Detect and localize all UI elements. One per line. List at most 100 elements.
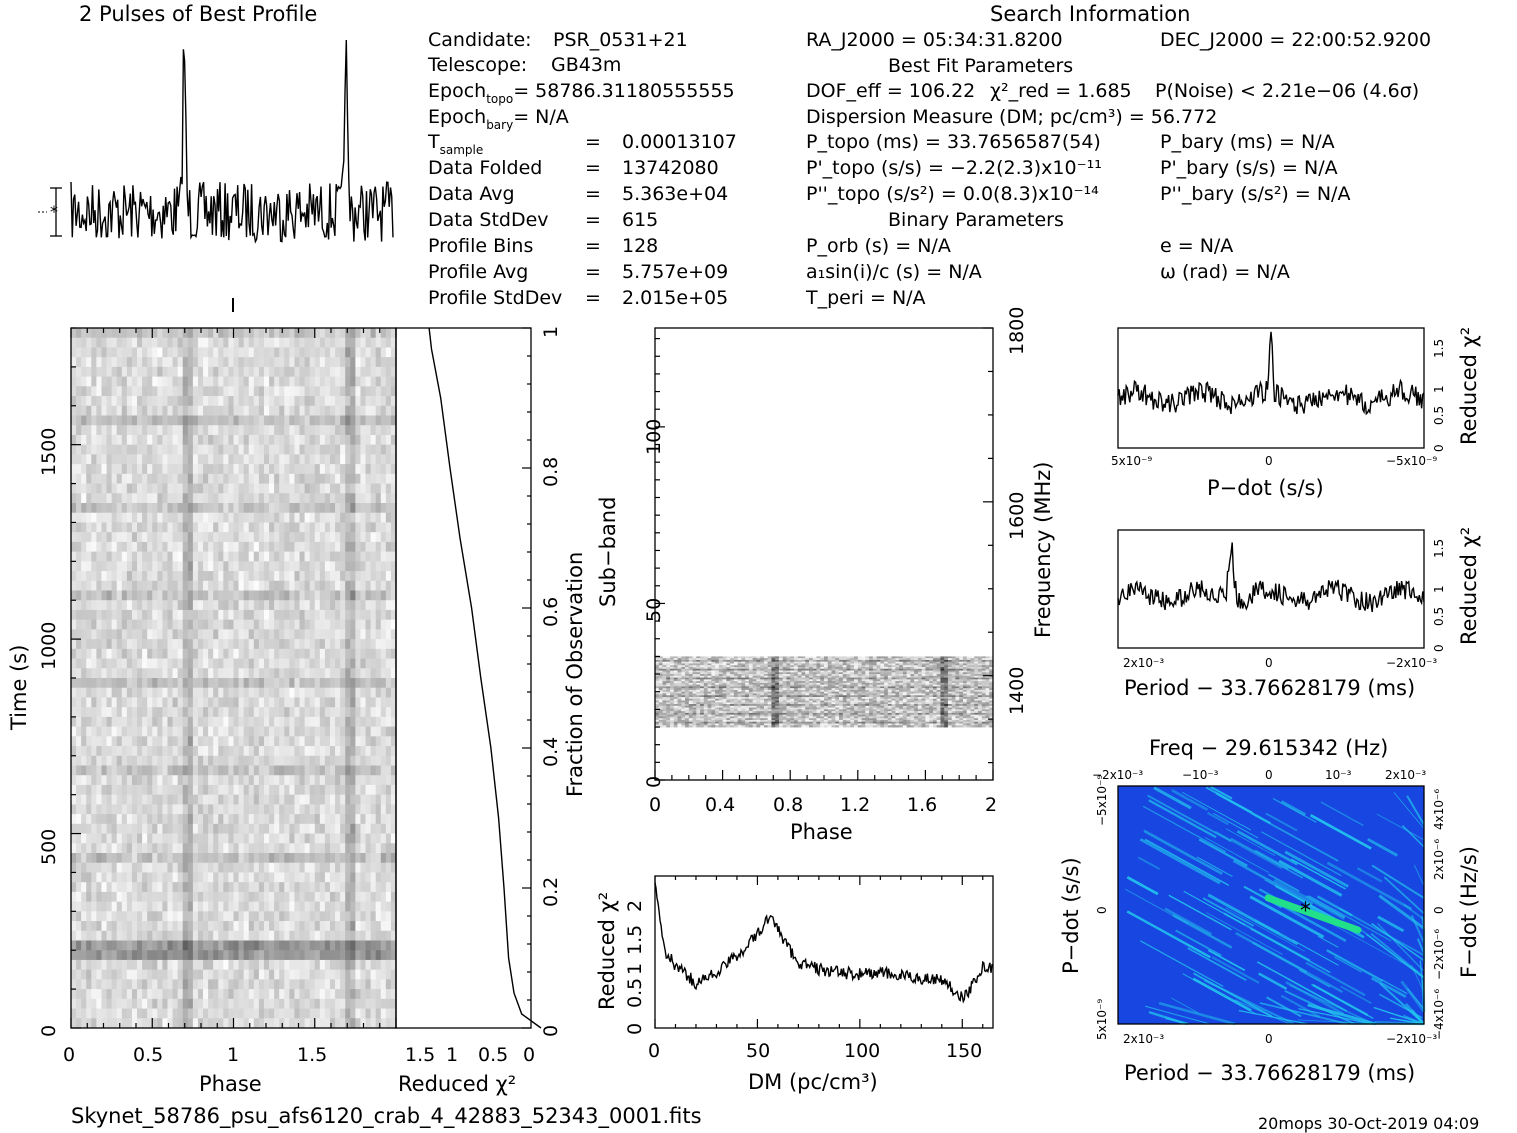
candidate-value: PSR_0531+21: [553, 29, 688, 51]
dm-frame: [654, 875, 994, 1029]
map-xtick-1: 0: [1265, 1032, 1273, 1046]
best-fit-marker: *: [1300, 899, 1311, 924]
map-y2tick-3: 2x10⁻⁶: [1432, 839, 1446, 880]
dm-xtick-0: 0: [648, 1040, 660, 1062]
tc-xtick-1: 1: [446, 1044, 458, 1066]
sb-ytick-2: 100: [643, 419, 665, 455]
dm-ytick-1: 0.5: [624, 978, 646, 1008]
pd-ytick-0: 0: [1432, 444, 1446, 452]
map-ytick-0: 5x10⁻⁹: [1095, 999, 1109, 1040]
period-chi2-line: [1117, 542, 1425, 613]
svg-text:=: =: [585, 183, 601, 205]
tsample-value: 0.00013107: [622, 131, 737, 153]
pp-ytick-3: 1.5: [1432, 539, 1446, 558]
pp-ylabel: Reduced χ²: [1457, 527, 1481, 645]
pp-ytick-2: 1: [1432, 585, 1446, 593]
best-fit-title: Best Fit Parameters: [888, 55, 1073, 77]
dof-text: DOF_eff = 106.22: [806, 80, 975, 102]
data-folded-label: Data Folded: [428, 157, 542, 179]
subband-phase-plot: 0 0.4 0.8 1.2 1.6 2 Phase 0 50 100 Sub−b…: [596, 307, 1055, 844]
tc-ytick-0: 0: [540, 1025, 562, 1037]
map-xlabel: Period − 33.76628179 (ms): [1124, 1061, 1415, 1085]
profile-stddev-label: Profile StdDev: [428, 287, 562, 309]
p-noise-text: P(Noise) < 2.21e−06 (4.6σ): [1155, 80, 1419, 102]
data-stddev-label: Data StdDev: [428, 209, 549, 231]
dm-ytick-2: 1: [624, 963, 646, 975]
tp-xtick-0: 0: [63, 1044, 75, 1066]
dm-ylabel: Reduced χ²: [595, 892, 619, 1010]
sb-ytick-1: 50: [643, 598, 665, 622]
dm-xtick-1: 50: [746, 1040, 770, 1062]
footer-stamp: 20mops 30-Oct-2019 04:09: [1258, 1114, 1479, 1133]
epoch-bary-label: Epochbary= N/A: [428, 106, 569, 132]
sb-xtick-0: 0: [649, 794, 661, 816]
p-topo-text: P_topo (ms) = 33.7656587(54): [806, 131, 1101, 153]
time-chi2-line: [428, 327, 542, 1029]
pdot-chi2-plot: 5x10⁻⁹ 0 −5x10⁻⁹ P−dot (s/s) 0 0.5 1 1.5…: [1111, 327, 1481, 500]
pd-ytick-2: 1: [1432, 385, 1446, 393]
p-bary-text: P_bary (ms) = N/A: [1160, 131, 1335, 153]
map-y2label: F−dot (Hz/s): [1457, 846, 1481, 978]
profile-title: 2 Pulses of Best Profile: [79, 2, 317, 26]
dm-ytick-0: 0: [624, 1023, 646, 1035]
sb-y2tick-2: 1800: [1006, 307, 1028, 355]
map-background: [1118, 786, 1424, 1024]
pd-xtick-2: −5x10⁻⁹: [1386, 454, 1437, 468]
map-y2tick-1: −2x10⁻⁶: [1432, 929, 1446, 980]
tc-xtick-3: 0: [523, 1044, 535, 1066]
dm-xlabel: DM (pc/cm³): [748, 1070, 878, 1094]
pd-ylabel: Reduced χ²: [1457, 327, 1481, 445]
time-chi2-frame: [395, 327, 532, 1029]
tc-ytick-5: 1: [540, 326, 562, 338]
map-streaks: [1124, 785, 1426, 1026]
ra-text: RA_J2000 = 05:34:31.8200: [806, 29, 1063, 51]
profile-avg-value: 5.757e+09: [622, 261, 728, 283]
dm-text: Dispersion Measure (DM; pc/cm³) = 56.772: [806, 106, 1217, 128]
footer-filename: Skynet_58786_psu_afs6120_crab_4_42883_52…: [71, 1104, 702, 1129]
pd-xtick-1: 0: [1265, 454, 1273, 468]
profile-bins-value: 128: [622, 235, 658, 257]
tp-ytick-3: 1500: [38, 428, 60, 476]
map-ylabel: P−dot (s/s): [1059, 857, 1083, 974]
pd-topo-text: P'_topo (s/s) = −2.2(2.3)x10⁻¹¹: [806, 157, 1102, 179]
tp-xtick-1: 0.5: [133, 1044, 163, 1066]
svg-text:=: =: [585, 287, 601, 309]
pdd-bary-text: P''_bary (s/s²) = N/A: [1160, 183, 1350, 205]
sb-xtick-1: 0.4: [705, 794, 735, 816]
map-xtick-0: 2x10⁻³: [1123, 1032, 1164, 1046]
pp-xlabel: Period − 33.76628179 (ms): [1124, 676, 1415, 700]
telescope-value: GB43m: [551, 54, 621, 76]
pd-xlabel: P−dot (s/s): [1207, 476, 1324, 500]
tsample-label: Tsample: [427, 131, 483, 157]
tp-ytick-0: 0: [38, 1025, 60, 1037]
errorbar-marker: *: [50, 202, 58, 221]
binary-title: Binary Parameters: [888, 209, 1064, 231]
svg-text:Telescope:GB43m: Telescope: GB43m: [427, 54, 621, 76]
info-column-2: RA_J2000 = 05:34:31.8200 DOF_eff = 106.2…: [805, 29, 1217, 309]
map-y2tick-0: −4x10⁻⁶: [1432, 989, 1446, 1040]
pd-ytick-3: 1.5: [1432, 339, 1446, 358]
profile-plot: *: [38, 39, 394, 312]
tp-ytick-1: 500: [38, 829, 60, 865]
sb-xtick-2: 0.8: [773, 794, 803, 816]
tc-ytick-3: 0.6: [540, 597, 562, 627]
tc-ytick-2: 0.4: [540, 737, 562, 767]
pp-ytick-0: 0: [1432, 644, 1446, 652]
period-frame: [1117, 529, 1425, 649]
svg-text:=: =: [585, 157, 601, 179]
map-frame: [1117, 785, 1425, 1025]
map-ytick-1: 0: [1095, 906, 1109, 914]
profile-stddev-value: 2.015e+05: [622, 287, 728, 309]
epoch-topo-label: Epochtopo= 58786.31180555555: [428, 80, 735, 106]
p-pdot-map: Freq − 29.615342 (Hz) −2x10⁻³ −10⁻³ 0 10…: [1059, 736, 1481, 1085]
tc-xlabel: Reduced χ²: [398, 1072, 516, 1096]
sb-xtick-3: 1.2: [840, 794, 870, 816]
tp-ylabel: Time (s): [7, 645, 31, 731]
sb-y2tick-1: 1600: [1006, 492, 1028, 540]
pd-ytick-1: 0.5: [1432, 406, 1446, 425]
map-x2tick-2: 0: [1265, 768, 1273, 782]
info-column-1: Candidate: PSR_0531+21 Telescope: GB43m Ep…: [427, 29, 737, 309]
svg-text:Candidate:PSR_0531+21: Candidate: PSR_0531+21: [428, 29, 688, 51]
sb-xlabel: Phase: [790, 820, 853, 844]
